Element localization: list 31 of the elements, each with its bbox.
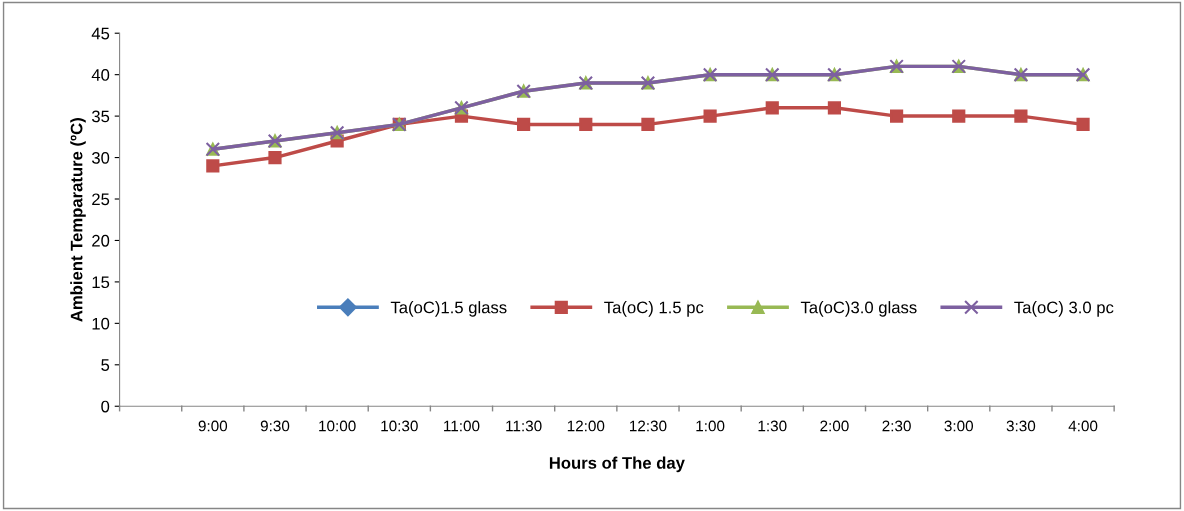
y-tick-label: 10	[92, 317, 110, 330]
y-tick-label: 20	[92, 234, 110, 247]
y-tick-label: 30	[91, 151, 110, 164]
x-tick-label: 3:00	[944, 420, 974, 432]
x-tick-label: 10:00	[319, 420, 356, 432]
x-tick-label: 11:30	[506, 420, 542, 432]
x-tick-label: 2:00	[820, 420, 849, 432]
x-tick-label: 1:00	[696, 420, 725, 432]
x-axis-title: Hours of The day	[549, 456, 685, 473]
y-tick-label: 15	[92, 276, 110, 289]
x-tick-label: 10:30	[381, 420, 418, 432]
x-tick-label: 12:30	[629, 420, 667, 432]
y-axis-title: Ambient Temparature (ºC)	[70, 118, 86, 322]
legend-label: Ta(oC)3.0 glass	[800, 301, 917, 317]
x-tick-label: 9:00	[198, 420, 228, 432]
x-tick-label: 11:00	[444, 420, 480, 432]
y-tick-label: 5	[101, 359, 110, 371]
x-tick-label: 12:00	[567, 420, 605, 432]
legend-label: Ta(oC) 3.0 pc	[1014, 301, 1114, 317]
legend-label: Ta(oC) 1.5 pc	[604, 301, 704, 317]
y-tick-label: 35	[91, 110, 110, 123]
x-tick-label: 4:00	[1068, 420, 1098, 432]
legend-label: Ta(oC)1.5 glass	[390, 301, 507, 317]
x-tick-label: 3:30	[1006, 420, 1036, 432]
y-tick-label: 40	[91, 69, 110, 81]
y-tick-label: 45	[91, 27, 110, 40]
x-tick-label: 1:30	[758, 420, 787, 432]
y-tick-label: 25	[92, 193, 110, 206]
x-tick-label: 9:30	[260, 420, 290, 432]
y-tick-label: 0	[101, 400, 110, 413]
x-tick-label: 2:30	[882, 420, 911, 432]
